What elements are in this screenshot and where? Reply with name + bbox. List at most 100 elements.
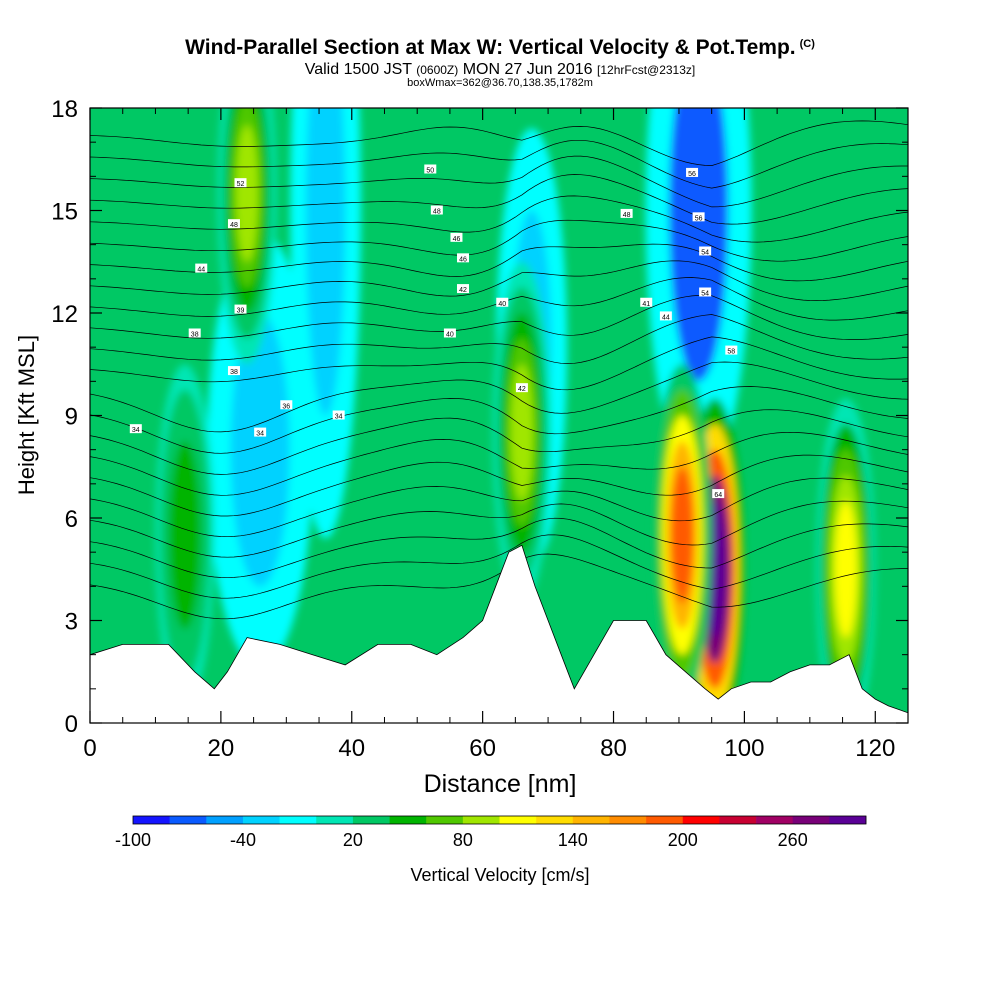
valid-time: Valid 1500 JST (304, 61, 412, 78)
x-tick-label: 120 (855, 735, 895, 762)
colorbar-swatch (426, 816, 464, 824)
colorbar-label: Vertical Velocity [cm/s] (410, 865, 589, 885)
isentrope-label-box (712, 489, 725, 499)
colorbar-swatch (792, 816, 830, 824)
isentrope-label-box (188, 328, 201, 338)
x-tick-label: 80 (600, 735, 627, 762)
isentrope-label-text: 54 (701, 291, 709, 298)
isentrope-label-box (640, 297, 653, 307)
isentrope-line (90, 534, 908, 599)
colorbar-swatch (316, 816, 354, 824)
isentrope-label: 56 (692, 212, 705, 222)
isentrope-label-box (227, 219, 240, 229)
colorbar-tick-label: -100 (115, 830, 151, 850)
y-tick-label: 12 (51, 301, 78, 328)
chart-subtitle: Valid 1500 JST (0600Z) MON 27 Jun 2016 [… (0, 61, 1000, 79)
isentrope-line (90, 517, 908, 579)
downdraft (230, 313, 290, 587)
isentrope-label-box (659, 311, 672, 321)
y-tick-label: 18 (51, 96, 78, 123)
colorbar-tick-label: -40 (230, 830, 256, 850)
colorbar-swatch (756, 816, 793, 824)
isentrope-label: 50 (424, 164, 437, 175)
isentrope-label-text: 56 (695, 215, 703, 222)
x-tick-label: 100 (724, 735, 764, 762)
isentrope-label-text: 41 (642, 301, 650, 308)
colorbar-swatch (572, 816, 610, 824)
isentrope-label: 48 (620, 208, 633, 219)
isentrope-label-box (254, 427, 267, 437)
x-tick-label: 0 (83, 735, 96, 762)
colorbar-swatch (389, 816, 427, 824)
x-tick-label: 20 (208, 735, 235, 762)
isentrope-label-text: 46 (453, 236, 461, 243)
isentrope-label-box (332, 410, 345, 420)
isentrope-line (90, 553, 908, 620)
isentrope-label: 42 (457, 284, 470, 294)
isentrope-label-box (496, 297, 509, 307)
isentrope-label-box (620, 208, 633, 218)
isentrope-label-text: 64 (714, 492, 722, 499)
downdraft (305, 108, 346, 416)
colorbar-swatch (646, 816, 684, 824)
isentrope-label: 46 (450, 232, 463, 243)
box-max-info: boxWmax=362@36.70,138.35,1782m (407, 77, 593, 89)
x-tick-label: 60 (469, 735, 496, 762)
isentrope-label-box (443, 328, 456, 338)
isentrope-label-text: 34 (335, 414, 343, 421)
colorbar-swatch (719, 816, 757, 824)
isentrope-label-text: 44 (662, 314, 670, 321)
colorbar-swatch (609, 816, 647, 824)
isentrope-label: 64 (712, 489, 725, 499)
isentrope-line (90, 243, 908, 282)
updraft-core (834, 500, 857, 638)
isentrope-label: 54 (699, 287, 712, 298)
utc-time: (0600Z) (416, 63, 459, 77)
isentrope-label-box (457, 284, 470, 294)
colorbar-swatch (206, 816, 244, 824)
isentrope-label: 38 (188, 328, 201, 339)
isentrope-label: 48 (430, 205, 443, 216)
y-tick-label: 6 (65, 506, 78, 533)
colorbar-swatch (499, 816, 537, 824)
isentrope-label-box (227, 366, 240, 376)
isentrope-line (90, 294, 908, 340)
chart-title-text: Wind-Parallel Section at Max W: Vertical… (185, 36, 796, 59)
colorbar-swatch (462, 816, 500, 824)
isentrope-label-box (129, 424, 142, 434)
updraft-core (510, 364, 534, 501)
plot-area (90, 108, 908, 723)
chart-title: Wind-Parallel Section at Max W: Vertical… (0, 36, 1000, 60)
isentrope-label-box (515, 383, 528, 393)
colorbar: -100 -40 20 80 140 200 260 (115, 815, 867, 850)
isentrope-label-text: 50 (426, 168, 434, 175)
updraft-core (173, 466, 197, 604)
isentrope-label-text: 34 (256, 431, 264, 438)
isentrope-line (90, 219, 908, 262)
isentrope-label-box (699, 287, 712, 297)
isentrope-label: 36 (280, 400, 293, 410)
isentrope-label-text: 42 (459, 287, 467, 294)
updraft-core (671, 466, 694, 604)
isentrope-label: 46 (457, 253, 470, 263)
isentrope-label-box (450, 232, 463, 242)
isentrope-label-text: 42 (518, 386, 526, 393)
updraft-core (235, 125, 259, 262)
isentrope-line (90, 120, 908, 166)
isentrope-line (90, 386, 908, 454)
isentrope-label-box (280, 400, 293, 410)
colorbar-tick-label: 140 (558, 830, 588, 850)
isentrope-label: 40 (443, 328, 456, 339)
x-tick-label: 40 (338, 735, 365, 762)
colorbar-tick-label: 20 (343, 830, 363, 850)
x-axis-label: Distance [nm] (424, 770, 577, 798)
colorbar-swatch (169, 816, 207, 824)
isentrope-label-text: 44 (197, 267, 205, 274)
y-axis-label: Height [Kft MSL] (14, 335, 39, 495)
copyright-mark: (C) (799, 38, 815, 50)
colorbar-swatch (829, 816, 867, 824)
isentrope-label-text: 39 (237, 308, 245, 315)
isentrope-label: 58 (725, 345, 738, 356)
